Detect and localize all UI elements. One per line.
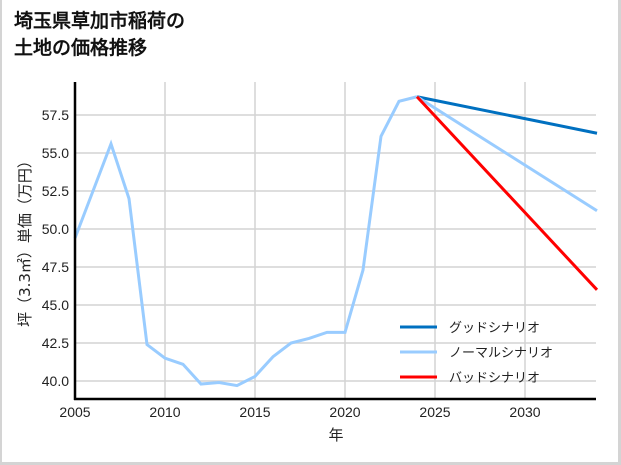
y-tick-label: 40.0 bbox=[42, 373, 69, 389]
chart-title-line-1: 埼玉県草加市稲荷の bbox=[14, 10, 186, 32]
series-line bbox=[73, 95, 418, 388]
y-tick-label: 55.0 bbox=[42, 145, 69, 161]
legend-label: グッドシナリオ bbox=[449, 321, 540, 336]
y-tick-label: 45.0 bbox=[42, 297, 69, 313]
x-tick-label: 2015 bbox=[239, 404, 270, 420]
x-axis-label: 年 bbox=[328, 426, 343, 444]
y-tick-label: 47.5 bbox=[42, 259, 69, 275]
chart-title-line-2: 土地の価格推移 bbox=[14, 37, 148, 59]
x-tick-label: 2020 bbox=[329, 404, 360, 420]
y-tick-label: 42.5 bbox=[42, 335, 69, 351]
x-tick-label: 2005 bbox=[59, 404, 90, 420]
legend-label: バッドシナリオ bbox=[449, 371, 540, 386]
chart-title: 埼玉県草加市稲荷の 土地の価格推移 bbox=[14, 8, 185, 62]
series-line bbox=[416, 95, 598, 135]
y-tick-label: 57.5 bbox=[42, 107, 69, 123]
series-lines bbox=[73, 95, 599, 388]
x-tick-label: 2025 bbox=[419, 404, 450, 420]
series-line bbox=[416, 95, 598, 213]
x-tick-label: 2030 bbox=[509, 404, 540, 420]
legend-label: ノーマルシナリオ bbox=[449, 346, 553, 361]
series-line bbox=[415, 95, 599, 291]
x-tick-label: 2010 bbox=[149, 404, 180, 420]
axes bbox=[73, 82, 596, 401]
tick-labels: 40.0 42.5 45.0 47.5 50.0 52.5 55.0 57.5 2005 2010… bbox=[42, 107, 541, 420]
y-tick-label: 50.0 bbox=[42, 221, 69, 237]
grid-lines bbox=[75, 82, 596, 399]
y-tick-label: 52.5 bbox=[42, 183, 69, 199]
y-axis-label: 坪（3.3㎡）単価（万円） bbox=[16, 153, 34, 327]
